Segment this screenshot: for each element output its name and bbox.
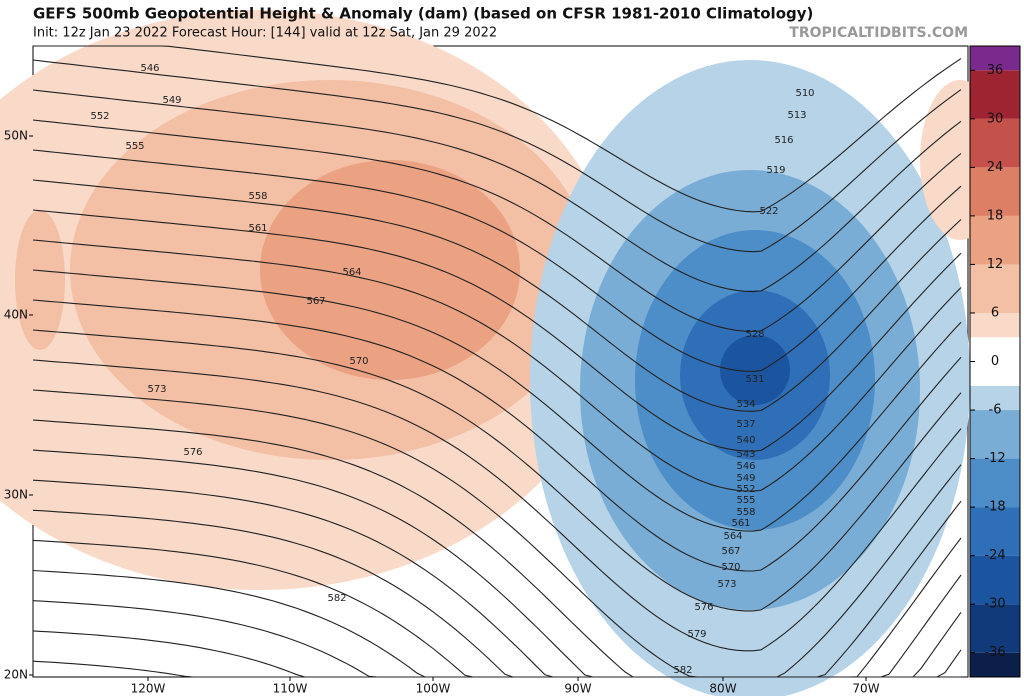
colorbar-tick-label: 30 (987, 111, 1004, 126)
contour-label: 573 (147, 384, 166, 395)
lon-label: 120W (131, 682, 166, 696)
contour-label: 564 (342, 267, 361, 278)
colorbar-tick-label: -12 (984, 451, 1005, 466)
colorbar-bin (970, 70, 1020, 119)
contour-line (32, 59, 962, 253)
contour-label: 534 (736, 399, 755, 410)
colorbar-bin (970, 458, 1020, 508)
contour-label: 543 (736, 449, 755, 460)
contour-label: 522 (759, 206, 778, 217)
contour-label: 555 (736, 495, 755, 506)
colorbar-bin (970, 337, 1020, 386)
contour-line (32, 389, 962, 678)
colorbar-tick-label: -18 (984, 500, 1005, 515)
contour-label: 555 (125, 141, 144, 152)
contour-label: 552 (90, 111, 109, 122)
contour-label: 576 (694, 602, 713, 613)
colorbar-bin (970, 118, 1020, 168)
contour-label: 579 (687, 629, 706, 640)
subtitle: Init: 12z Jan 23 2022 Forecast Hour: [14… (33, 26, 497, 41)
contour-label: 516 (774, 135, 793, 146)
contour-label: 570 (349, 356, 368, 367)
colorbar-bin (970, 215, 1020, 265)
contour-line (32, 359, 962, 652)
contour-line (32, 209, 962, 452)
contour-label: 567 (721, 546, 740, 557)
contour-line (32, 119, 962, 333)
colorbar-tick-label: 36 (987, 63, 1004, 78)
colorbar-tick-label: -24 (984, 548, 1005, 563)
lon-label: 70W (852, 682, 879, 696)
colorbar-bin (970, 555, 1020, 605)
contour-line (32, 149, 962, 372)
contour-label: 549 (162, 95, 181, 106)
contour-label: 564 (723, 531, 742, 542)
contour-label: 546 (140, 63, 159, 74)
colorbar-tick-label: -6 (989, 403, 1002, 418)
contour-line (33, 45, 962, 213)
colorbar-bin (970, 46, 1020, 71)
contour-label: 567 (306, 296, 325, 307)
colorbar-bin (970, 167, 1020, 216)
colorbar-bin (970, 652, 1020, 677)
contour-label: 576 (183, 447, 202, 458)
lon-label: 80W (709, 682, 736, 696)
contour-line (32, 239, 962, 492)
lat-label: 20N (4, 668, 28, 682)
lat-label: 30N (4, 488, 28, 502)
anomaly-fill (0, 10, 1000, 696)
contour-label: 513 (787, 110, 806, 121)
watermark: TROPICALTIDBITS.COM (789, 25, 968, 41)
colorbar-tick-label: 12 (987, 257, 1004, 272)
title: GEFS 500mb Geopotential Height & Anomaly… (33, 5, 813, 23)
contour-label: 510 (795, 88, 814, 99)
colorbar-tick-label: 18 (987, 208, 1004, 223)
contour-label: 528 (745, 329, 764, 340)
height-contours (32, 45, 962, 678)
lat-label: 40N (4, 308, 28, 322)
contour-label: 558 (736, 507, 755, 518)
contour-line (32, 329, 962, 612)
contour-label: 558 (248, 191, 267, 202)
contour-label: 552 (736, 484, 755, 495)
contour-label: 531 (745, 374, 764, 385)
colorbar-tick-label: -30 (984, 597, 1005, 612)
colorbar-bin (970, 410, 1020, 459)
contour-line (32, 299, 962, 572)
colorbar-bin (970, 264, 1020, 313)
contour-label: 540 (736, 435, 755, 446)
lon-label: 100W (416, 682, 451, 696)
lat-label: 50N (4, 129, 28, 143)
contour-label: 537 (736, 419, 755, 430)
contour-label: 573 (717, 579, 736, 590)
colorbar-tick-label: -36 (984, 645, 1005, 660)
colorbar-bin (970, 604, 1020, 653)
colorbar-tick-label: 6 (991, 305, 999, 320)
contour-line (32, 89, 962, 293)
colorbar-bin (970, 312, 1020, 338)
contour-label: 561 (731, 518, 750, 529)
contour-label: 519 (766, 165, 785, 176)
contour-line (32, 660, 961, 678)
contour-label: 582 (673, 665, 692, 676)
contour-line (32, 269, 962, 532)
contour-label: 561 (248, 223, 267, 234)
contour-label: 546 (736, 461, 755, 472)
colorbar-bin (970, 507, 1020, 556)
lon-label: 110W (273, 682, 308, 696)
colorbar-tick-label: 0 (991, 354, 999, 369)
lon-label: 90W (564, 682, 591, 696)
contour-label: 570 (721, 562, 740, 573)
contour-line (32, 179, 962, 412)
contour-label: 549 (736, 473, 755, 484)
colorbar-bin (970, 385, 1020, 411)
contour-label: 582 (327, 593, 346, 604)
colorbar-tick-label: 24 (987, 160, 1004, 175)
